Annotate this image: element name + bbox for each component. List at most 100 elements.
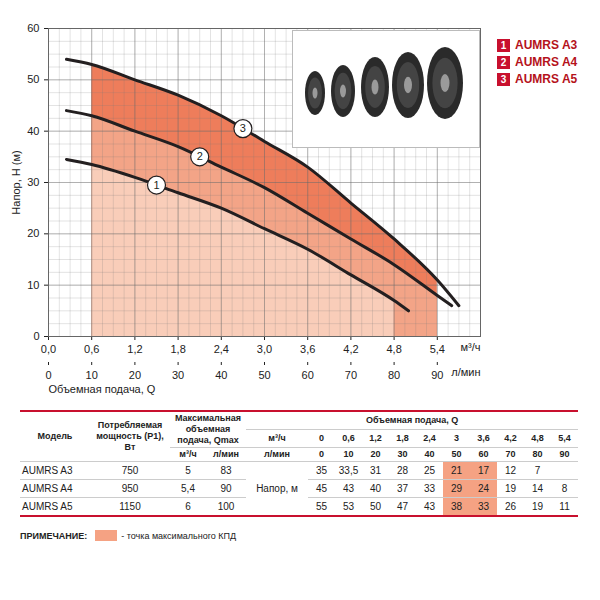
- html-text:л/мин: л/мин: [213, 449, 239, 459]
- html-text:17: 17: [478, 465, 490, 476]
- html-text:29: 29: [451, 483, 463, 494]
- html-text:40: 40: [424, 449, 435, 459]
- html-text:20: 20: [370, 449, 381, 459]
- svg-text:Объемная подача, Q: Объемная подача, Q: [49, 383, 156, 395]
- svg-text:1,2: 1,2: [127, 343, 142, 355]
- svg-text:м³/ч: м³/ч: [460, 341, 480, 353]
- svg-text:40: 40: [27, 125, 39, 137]
- html-text:31: 31: [370, 465, 382, 476]
- html-text:10: 10: [343, 449, 354, 459]
- html-text:Максимальная объемная подача,: Максимальная объемная подача, Qmax: [175, 413, 241, 445]
- svg-text:10: 10: [86, 369, 98, 381]
- html-text:90: 90: [220, 483, 232, 494]
- html-text:3,6: 3,6: [477, 433, 490, 443]
- svg-text:10: 10: [27, 279, 39, 291]
- svg-text:50: 50: [27, 73, 39, 85]
- svg-text:4,2: 4,2: [343, 343, 358, 355]
- html-text:1,8: 1,8: [396, 433, 409, 443]
- svg-text:4,8: 4,8: [386, 343, 401, 355]
- svg-text:5,4: 5,4: [430, 343, 445, 355]
- html-text:4,2: 4,2: [504, 433, 517, 443]
- svg-text:20: 20: [129, 369, 141, 381]
- html-text:AUMRS A5: AUMRS A5: [515, 72, 578, 86]
- svg-text:2: 2: [197, 150, 203, 162]
- html-text:53: 53: [343, 501, 355, 512]
- html-text:24: 24: [478, 483, 490, 494]
- svg-text:30: 30: [27, 176, 39, 188]
- svg-text:л/мин: л/мин: [451, 366, 480, 378]
- html-text:5,4: 5,4: [558, 433, 571, 443]
- html-text:100: 100: [217, 501, 235, 512]
- html-text:50: 50: [370, 501, 382, 512]
- html-text:45: 45: [316, 483, 328, 494]
- html-text:21: 21: [451, 465, 463, 476]
- html-text:37: 37: [397, 483, 409, 494]
- html-text:83: 83: [220, 465, 232, 476]
- html-text:47: 47: [397, 501, 409, 512]
- html-text:35: 35: [316, 465, 328, 476]
- html-text:19: 19: [505, 483, 517, 494]
- html-text:AUMRS A3: AUMRS A3: [515, 38, 578, 52]
- html-text:40: 40: [370, 483, 382, 494]
- html-text:750: 750: [121, 465, 139, 476]
- svg-text:60: 60: [27, 22, 39, 34]
- svg-text:3,0: 3,0: [257, 343, 272, 355]
- svg-text:0: 0: [33, 330, 39, 342]
- html-text:19: 19: [532, 501, 544, 512]
- svg-text:Напор, H (м): Напор, H (м): [10, 150, 22, 214]
- html-text:11: 11: [559, 501, 570, 512]
- html-text:26: 26: [505, 501, 517, 512]
- html-text:25: 25: [424, 465, 436, 476]
- svg-text:3,6: 3,6: [300, 343, 315, 355]
- html-text:0,6: 0,6: [342, 433, 355, 443]
- html-text:14: 14: [532, 483, 544, 494]
- html-text:Модель: Модель: [37, 431, 73, 441]
- html-text:ПРИМЕЧАНИЕ:: ПРИМЕЧАНИЕ:: [20, 530, 88, 541]
- svg-text:20: 20: [27, 227, 39, 239]
- svg-text:30: 30: [172, 369, 184, 381]
- svg-text:1: 1: [153, 179, 159, 191]
- svg-text:50: 50: [258, 369, 270, 381]
- svg-text:80: 80: [388, 369, 400, 381]
- html-text:55: 55: [316, 501, 328, 512]
- svg-text:40: 40: [215, 369, 227, 381]
- html-text:70: 70: [505, 449, 516, 459]
- html-text:28: 28: [397, 465, 409, 476]
- html-text:950: 950: [121, 483, 139, 494]
- svg-text:70: 70: [345, 369, 357, 381]
- svg-text:90: 90: [431, 369, 443, 381]
- html-text:4,8: 4,8: [531, 433, 544, 443]
- svg-text:0,0: 0,0: [41, 343, 56, 355]
- svg-text:3: 3: [240, 122, 246, 134]
- html-text:1150: 1150: [119, 501, 141, 512]
- html-text:AUMRS A5: AUMRS A5: [22, 501, 73, 512]
- svg-text:2,4: 2,4: [214, 343, 229, 355]
- html-text:м³/ч: м³/ч: [268, 433, 286, 443]
- html-text:AUMRS A4: AUMRS A4: [22, 483, 73, 494]
- svg-text:1,8: 1,8: [170, 343, 185, 355]
- html-text:1,2: 1,2: [369, 433, 382, 443]
- svg-text:60: 60: [302, 369, 314, 381]
- html-text:м³/ч: м³/ч: [179, 449, 197, 459]
- html-text:43: 43: [343, 483, 355, 494]
- html-text:AUMRS A4: AUMRS A4: [515, 55, 578, 69]
- html-text:5,4: 5,4: [181, 483, 195, 494]
- svg-text:0,6: 0,6: [84, 343, 99, 355]
- svg-text:0: 0: [45, 369, 51, 381]
- html-text:38: 38: [451, 501, 463, 512]
- html-text:2,4: 2,4: [423, 433, 436, 443]
- html-text:Потребляемая мощность (Р1), Вт: Потребляемая мощность (Р1), Вт: [96, 420, 164, 452]
- html-text:л/мин: л/мин: [264, 449, 290, 459]
- html-text:43: 43: [424, 501, 436, 512]
- html-text:12: 12: [505, 465, 517, 476]
- html-text:30: 30: [397, 449, 408, 459]
- html-text:50: 50: [451, 449, 462, 459]
- html-text:- точка максимального КПД: - точка максимального КПД: [121, 530, 237, 541]
- html-text:33,5: 33,5: [338, 465, 359, 476]
- html-text:AUMRS A3: AUMRS A3: [22, 465, 73, 476]
- html-text:Напор, м: Напор, м: [256, 483, 298, 494]
- html-text:60: 60: [478, 449, 489, 459]
- html-text:33: 33: [424, 483, 436, 494]
- html-text:Объемная подача, Q: Объемная подача, Q: [365, 415, 459, 425]
- html-text:33: 33: [478, 501, 490, 512]
